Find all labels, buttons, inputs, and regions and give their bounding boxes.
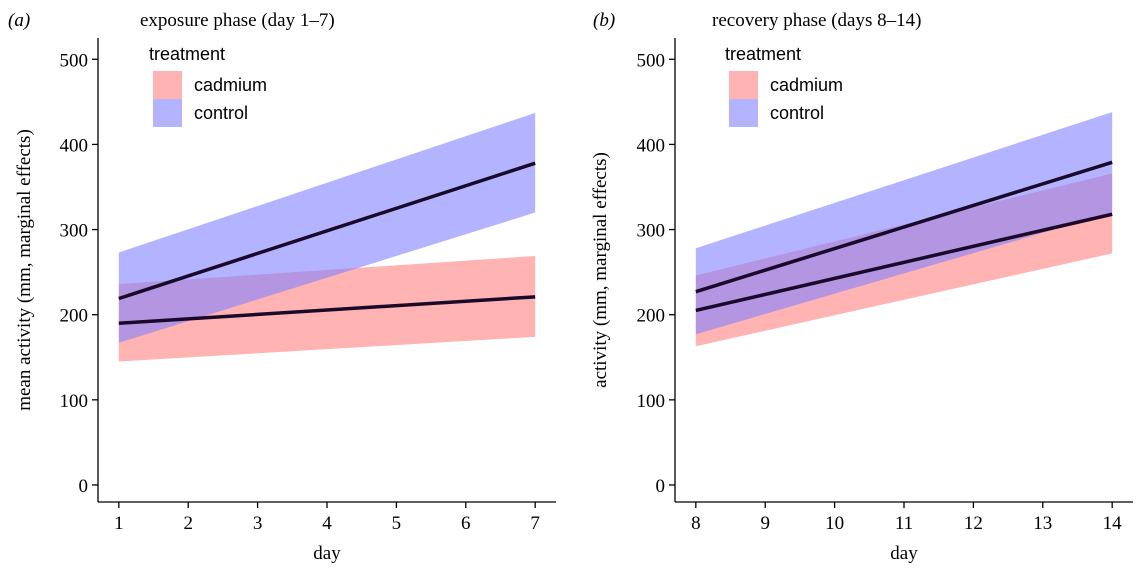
x-tick-label: 8 xyxy=(691,513,701,534)
x-tick-label: 13 xyxy=(1033,513,1052,534)
fit-line-control xyxy=(118,161,536,301)
fit-line-cadmium xyxy=(695,212,1113,313)
x-tick-label: 7 xyxy=(530,513,540,534)
y-tick-label: 0 xyxy=(656,476,666,497)
fit-line-control xyxy=(695,160,1113,294)
y-tick-label: 100 xyxy=(60,391,89,412)
x-tick-label: 6 xyxy=(461,513,471,534)
fit-line-cadmium xyxy=(118,295,536,325)
legend: treatment cadmium control xyxy=(725,44,843,127)
legend-key-control xyxy=(729,99,758,127)
legend-key-cadmium xyxy=(153,71,182,99)
x-tick-label: 10 xyxy=(825,513,844,534)
panel-title: recovery phase (days 8–14) xyxy=(712,10,921,31)
panel-letter: (a) xyxy=(8,10,30,31)
y-axis-label: mean activity (mm, marginal effects) xyxy=(14,129,35,411)
y-tick-label: 300 xyxy=(637,221,666,242)
legend-key-cadmium xyxy=(729,71,758,99)
legend-key-control xyxy=(153,99,182,127)
y-tick-label: 200 xyxy=(60,306,89,327)
chart-panel-b: (b) recovery phase (days 8–14) 0 100 200 300 4… xyxy=(590,10,1133,564)
chart-panel-a: (a) exposure phase (day 1–7) 0 100 200 300 400… xyxy=(8,10,556,564)
x-tick-label: 12 xyxy=(964,513,983,534)
x-tick-label: 9 xyxy=(760,513,770,534)
y-tick-label: 200 xyxy=(637,306,666,327)
legend-label-control: control xyxy=(194,103,248,123)
y-tick-label: 0 xyxy=(79,476,89,497)
y-tick-label: 500 xyxy=(60,50,89,71)
x-tick-label: 14 xyxy=(1103,513,1123,534)
x-tick-label: 4 xyxy=(322,513,332,534)
legend-label-cadmium: cadmium xyxy=(770,75,843,95)
panel-title: exposure phase (day 1–7) xyxy=(140,10,335,31)
x-axis-label: day xyxy=(313,543,341,564)
legend-title: treatment xyxy=(149,44,225,64)
panel-letter: (b) xyxy=(593,10,615,31)
legend-label-cadmium: cadmium xyxy=(194,75,267,95)
y-tick-label: 400 xyxy=(60,135,89,156)
y-tick-label: 100 xyxy=(637,391,666,412)
y-tick-label: 300 xyxy=(60,221,89,242)
x-tick-label: 2 xyxy=(183,513,193,534)
x-tick-label: 1 xyxy=(114,513,124,534)
y-axis-label: activity (mm, marginal effects) xyxy=(590,152,611,388)
x-tick-label: 3 xyxy=(253,513,263,534)
legend-title: treatment xyxy=(725,44,801,64)
y-tick-label: 500 xyxy=(637,50,666,71)
legend-label-control: control xyxy=(770,103,824,123)
x-axis-label: day xyxy=(890,543,918,564)
x-tick-label: 5 xyxy=(392,513,402,534)
x-tick-label: 11 xyxy=(895,513,913,534)
confidence-band-control xyxy=(695,112,1113,335)
confidence-band-control xyxy=(118,112,536,343)
legend: treatment cadmium control xyxy=(149,44,267,127)
y-tick-label: 400 xyxy=(637,135,666,156)
